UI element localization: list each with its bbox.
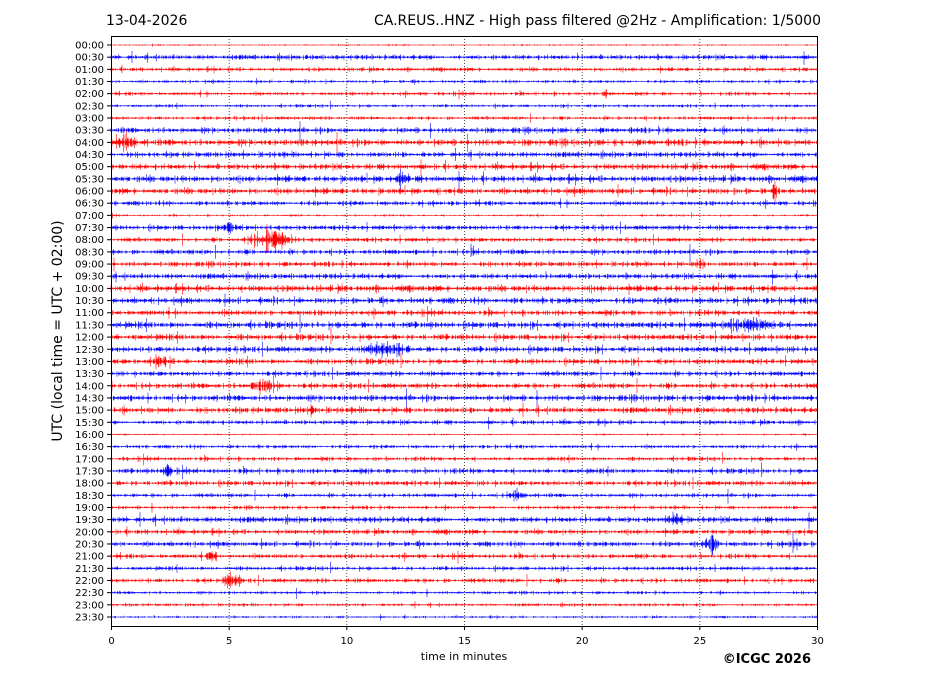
row-label: 11:00 (75, 308, 104, 319)
row-label: 10:00 (75, 284, 104, 295)
row-label: 20:00 (75, 527, 104, 538)
row-label: 13:00 (75, 357, 104, 368)
trace-1000 (110, 282, 818, 295)
row-label: 01:30 (75, 77, 104, 88)
row-label: 08:30 (75, 247, 104, 258)
trace-1930 (110, 511, 818, 529)
trace-1030 (110, 293, 818, 307)
row-label: 17:00 (75, 454, 104, 465)
row-label: 16:00 (75, 430, 104, 441)
row-label: 06:30 (75, 199, 104, 210)
row-label: 15:00 (75, 406, 104, 417)
trace-1530 (110, 416, 818, 430)
x-tick-label: 10 (340, 636, 353, 647)
row-label: 22:30 (75, 588, 104, 599)
row-label: 08:00 (75, 235, 104, 246)
row-label: 10:30 (75, 296, 104, 307)
trace-0000 (110, 43, 818, 47)
row-label: 14:00 (75, 381, 104, 392)
row-label: 13:30 (75, 369, 104, 380)
row-label: 02:00 (75, 89, 104, 100)
trace-1230 (110, 341, 818, 359)
row-label: 19:30 (75, 515, 104, 526)
trace-2030 (110, 531, 818, 556)
row-label: 16:30 (75, 442, 104, 453)
row-label: 05:30 (75, 174, 104, 185)
row-label: 04:30 (75, 150, 104, 161)
trace-0900 (110, 257, 818, 272)
y-axis-label: UTC (local time = UTC + 02:00) (50, 220, 66, 441)
row-label: 06:00 (75, 187, 104, 198)
row-label: 00:30 (75, 53, 104, 64)
row-label: 20:30 (75, 539, 104, 550)
row-label: 09:00 (75, 260, 104, 271)
trace-0030 (110, 50, 818, 65)
row-label: 17:30 (75, 466, 104, 477)
trace-0530 (110, 168, 818, 191)
copyright: ©ICGC 2026 (723, 652, 811, 667)
row-label: 22:00 (75, 576, 104, 587)
x-tick-label: 25 (693, 636, 706, 647)
trace-1200 (110, 327, 818, 345)
row-label: 23:30 (75, 613, 104, 624)
row-label: 14:30 (75, 393, 104, 404)
row-label: 07:00 (75, 211, 104, 222)
trace-0500 (110, 159, 818, 176)
row-label: 03:30 (75, 126, 104, 137)
row-label: 07:30 (75, 223, 104, 234)
trace-2300 (110, 601, 818, 609)
trace-2000 (110, 526, 818, 537)
x-tick-label: 30 (811, 636, 824, 647)
trace-0400 (110, 130, 818, 156)
row-label: 05:00 (75, 162, 104, 173)
row-label: 02:30 (75, 101, 104, 112)
trace-1500 (111, 402, 818, 418)
row-label: 18:00 (75, 479, 104, 490)
row-label: 04:00 (75, 138, 104, 149)
row-label: 11:30 (75, 320, 104, 331)
x-tick-label: 0 (108, 636, 114, 647)
trace-1100 (110, 305, 818, 322)
trace-1700 (110, 452, 818, 466)
row-label: 15:30 (75, 418, 104, 429)
row-label: 12:30 (75, 345, 104, 356)
row-label: 23:00 (75, 600, 104, 611)
row-label: 03:00 (75, 114, 104, 125)
trace-0130 (110, 78, 818, 85)
row-label: 12:00 (75, 333, 104, 344)
x-tick-label: 20 (576, 636, 589, 647)
row-label: 09:30 (75, 272, 104, 283)
row-label: 21:00 (75, 552, 104, 563)
x-axis-label: time in minutes (421, 650, 508, 663)
row-label: 01:00 (75, 65, 104, 76)
row-label: 00:00 (75, 41, 104, 52)
date-title: 13-04-2026 (106, 13, 187, 29)
trace-1800 (110, 476, 818, 490)
plot-frame (111, 36, 818, 627)
x-tick-label: 5 (226, 636, 232, 647)
x-tick-label: 15 (458, 636, 471, 647)
row-label: 19:00 (75, 503, 104, 514)
station-title: CA.REUS..HNZ - High pass filtered @2Hz -… (374, 13, 821, 29)
row-label: 18:30 (75, 491, 104, 502)
row-label: 21:30 (75, 564, 104, 575)
